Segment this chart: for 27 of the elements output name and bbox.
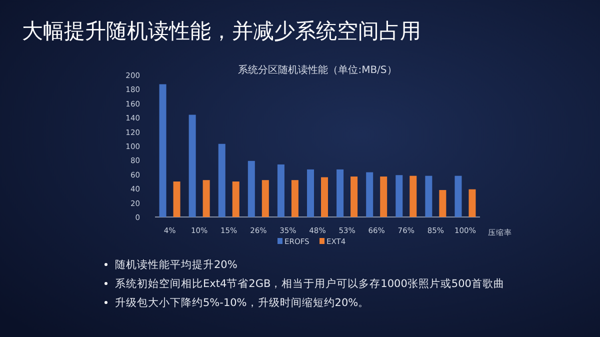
bar (410, 176, 417, 217)
text: 随机读性能平均提升20% (115, 258, 238, 271)
bar (396, 175, 403, 217)
bar (380, 176, 388, 217)
bar (307, 169, 314, 217)
bar (159, 84, 166, 217)
bar (336, 169, 344, 217)
chart-title: 大幅提升随机读性能，并减少系统空间占用 (22, 19, 421, 43)
bar (232, 182, 240, 217)
bar (218, 144, 226, 217)
bar (173, 182, 180, 217)
bar (350, 176, 358, 217)
bar (321, 177, 328, 217)
bar (202, 180, 210, 217)
bar (439, 190, 446, 217)
bar (291, 180, 298, 217)
text: 升级包大小下降约5%-10%，升级时间缩短约20%。 (115, 296, 370, 309)
bar (454, 176, 462, 217)
bar (468, 189, 476, 217)
bar (248, 160, 255, 217)
bar (366, 172, 374, 217)
text: 系统初始空间相比Ext4节省2GB，相当于用户可以多存1000张照片或500首歌曲 (115, 277, 504, 290)
bar (277, 164, 284, 217)
chart-subtitle: 系统分区随机读性能（单位:MB/S） (238, 64, 397, 76)
bar (188, 114, 196, 217)
bar (425, 176, 432, 217)
bar (262, 180, 269, 217)
